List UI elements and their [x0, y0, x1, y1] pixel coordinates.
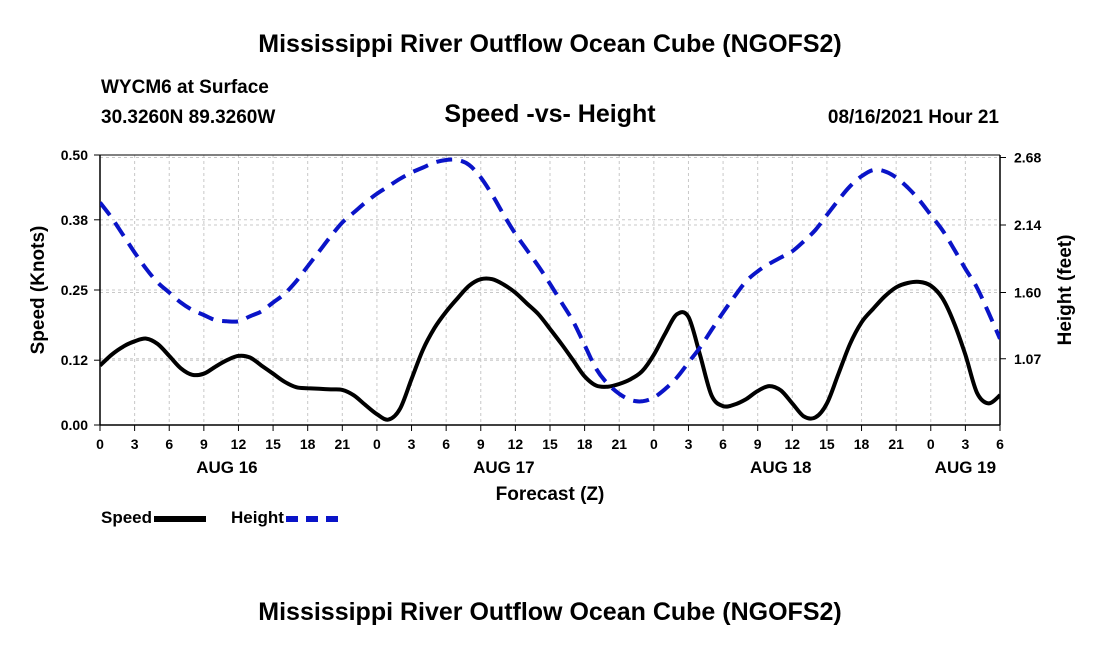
x-tick-label: 18 — [300, 436, 316, 452]
speed-series-line — [100, 276, 1000, 422]
x-tick-label: 21 — [611, 436, 627, 452]
y-tick-label: 0.50 — [61, 147, 88, 163]
y-axis-label: Speed (Knots) — [28, 226, 49, 355]
x-tick-label: 15 — [819, 436, 835, 452]
legend-height-label: Height — [231, 508, 284, 527]
chart-axes — [94, 154, 1006, 431]
legend-speed-swatch — [154, 515, 207, 522]
y-tick-label: 0.38 — [61, 212, 88, 228]
x-tick-label: 6 — [442, 436, 450, 452]
legend-height-swatch — [285, 515, 338, 522]
chart-title-top: Mississippi River Outflow Ocean Cube (NG… — [258, 30, 842, 58]
height-series-line — [100, 157, 1000, 404]
y2-tick-label: 1.60 — [1014, 285, 1041, 301]
y2-tick-label: 2.14 — [1014, 217, 1041, 233]
y2-tick-label: 1.07 — [1014, 351, 1041, 367]
date-label: AUG 17 — [473, 458, 534, 477]
x-tick-label: 12 — [508, 436, 524, 452]
chart-subtitle: Speed -vs- Height — [444, 100, 656, 128]
y2-axis-label: Height (feet) — [1055, 235, 1076, 346]
station-label: WYCM6 at Surface — [101, 77, 269, 98]
y-tick-label: 0.12 — [61, 352, 88, 368]
x-tick-label: 18 — [577, 436, 593, 452]
x-tick-label: 12 — [231, 436, 247, 452]
x-tick-label: 12 — [785, 436, 801, 452]
x-tick-label: 0 — [650, 436, 658, 452]
x-tick-label: 21 — [335, 436, 351, 452]
date-label: AUG 16 — [196, 458, 257, 477]
x-tick-label: 0 — [96, 436, 104, 452]
x-tick-label: 9 — [477, 436, 485, 452]
x-tick-label: 15 — [542, 436, 558, 452]
date-label: AUG 19 — [935, 458, 996, 477]
date-label: AUG 18 — [750, 458, 811, 477]
legend-height: Height — [231, 508, 338, 528]
x-tick-label: 0 — [927, 436, 935, 452]
y-tick-label: 0.25 — [61, 282, 88, 298]
x-tick-label: 6 — [996, 436, 1004, 452]
x-tick-label: 9 — [754, 436, 762, 452]
x-tick-label: 3 — [408, 436, 416, 452]
chart-labels: 0 3 6 9 12 15 18 21 0 3 6 9 12 15 18 21 0 3 6 9 12 15 18 21 0 3 6A… — [28, 147, 1076, 505]
x-tick-label: 3 — [131, 436, 139, 452]
datetime-label: 08/16/2021 Hour 21 — [827, 107, 999, 128]
chart-series — [100, 157, 1000, 422]
x-tick-label: 6 — [719, 436, 727, 452]
y2-tick-label: 2.68 — [1014, 150, 1041, 166]
x-tick-label: 3 — [961, 436, 969, 452]
x-tick-label: 9 — [200, 436, 208, 452]
chart-grid — [100, 155, 1000, 425]
x-tick-label: 21 — [888, 436, 904, 452]
x-tick-label: 0 — [373, 436, 381, 452]
x-tick-label: 18 — [854, 436, 870, 452]
x-axis-label: Forecast (Z) — [496, 484, 605, 505]
coordinates-label: 30.3260N 89.3260W — [101, 107, 276, 128]
y-tick-label: 0.00 — [61, 417, 88, 433]
x-tick-label: 15 — [265, 436, 281, 452]
chart-title-bottom: Mississippi River Outflow Ocean Cube (NG… — [258, 598, 842, 626]
legend-speed: Speed — [101, 508, 207, 528]
legend-speed-label: Speed — [101, 508, 153, 527]
x-tick-label: 3 — [685, 436, 693, 452]
x-tick-label: 6 — [165, 436, 173, 452]
